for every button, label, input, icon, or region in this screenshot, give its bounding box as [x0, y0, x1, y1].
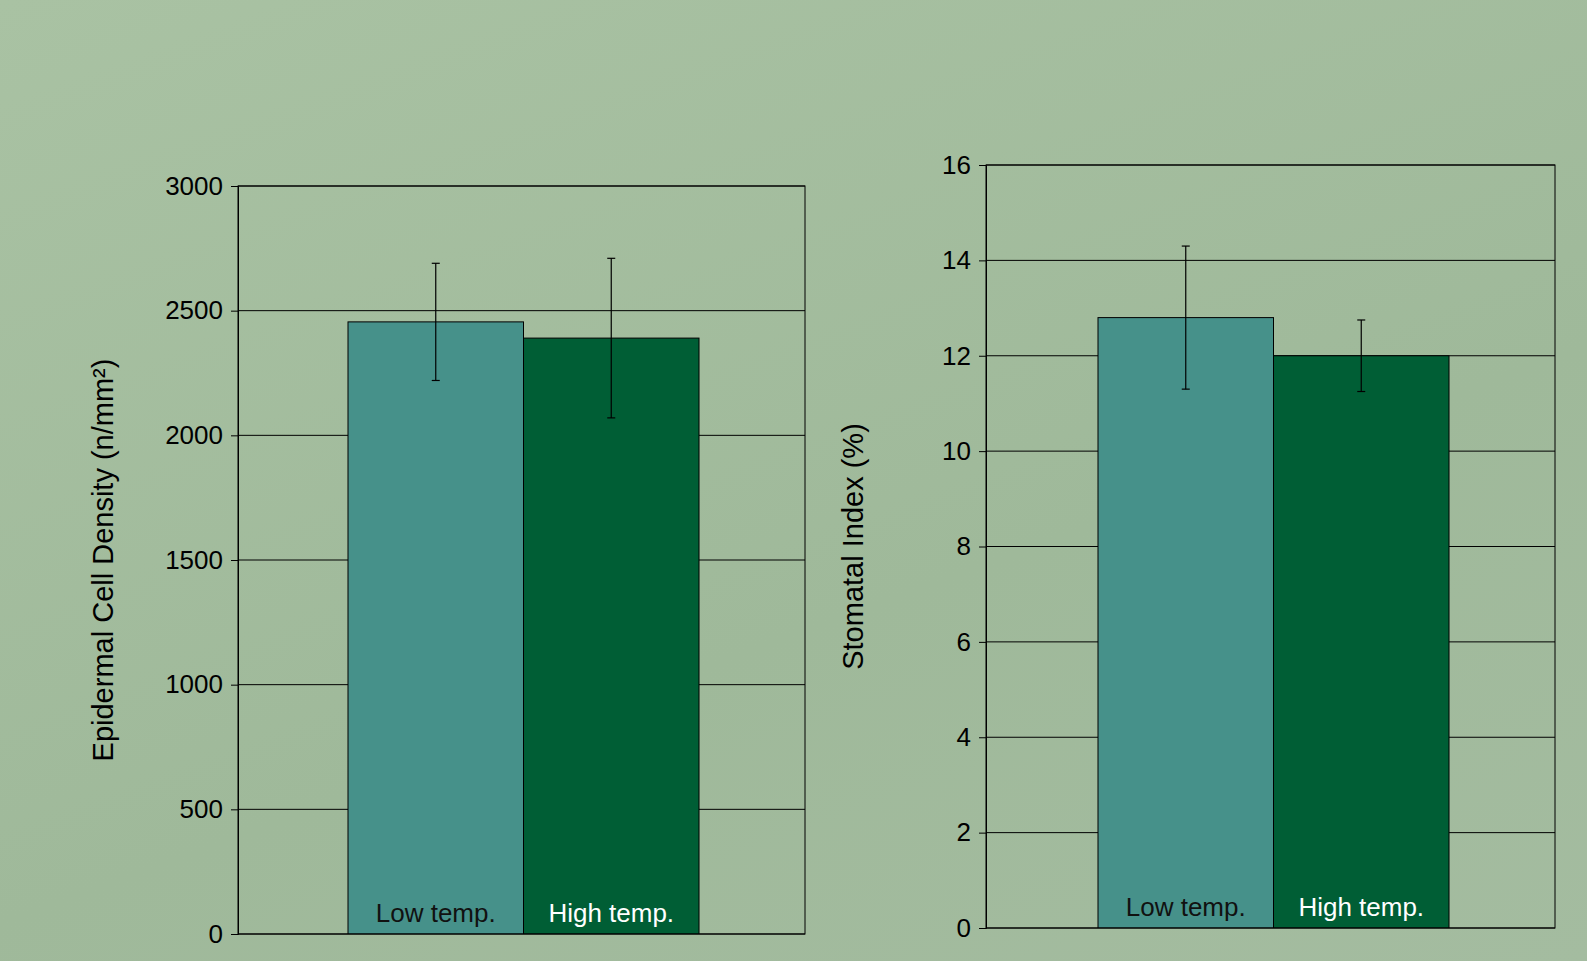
tick-mark [979, 356, 986, 357]
tick-mark [979, 642, 986, 643]
grid-line [238, 310, 805, 311]
plot-frame [986, 165, 1555, 928]
error-bar [607, 258, 615, 418]
category-labels: Low temp. High temp. [1126, 892, 1424, 922]
tick-label: 500 [180, 794, 223, 824]
tick-mark [231, 435, 238, 436]
axis-line [231, 187, 239, 935]
tick-mark [979, 547, 986, 548]
plot-frame [238, 186, 805, 934]
tick-label: 12 [942, 341, 971, 371]
tick: 2 [957, 817, 986, 847]
error-bar [1357, 320, 1365, 392]
tick-label: 16 [942, 150, 971, 180]
y-axis: 0 500 1000 1500 2000 2500 3000 [165, 171, 238, 949]
error-bar [1182, 246, 1190, 389]
bars [1098, 246, 1449, 928]
tick: 8 [957, 531, 986, 561]
tick: 2500 [165, 295, 238, 325]
category-labels: Low temp. High temp. [376, 898, 674, 928]
tick: 2000 [165, 420, 238, 450]
bars [348, 258, 699, 934]
tick-label: 2500 [165, 295, 223, 325]
grid-line [986, 260, 1555, 261]
tick: 1500 [165, 545, 238, 575]
error-cap [607, 417, 615, 418]
tick-mark [231, 311, 238, 312]
chart-panel: 0 2 4 6 8 10 12 14 16 Low temp. High temp. [942, 150, 1555, 943]
bar [1098, 318, 1274, 928]
tick: 12 [942, 341, 986, 371]
tick: 0 [209, 919, 238, 949]
axis-title: Stomatal Index (%) [837, 423, 869, 670]
axis-title: Epidermal Cell Density (n/mm²) [87, 359, 119, 762]
axis-line [979, 166, 987, 929]
tick-label: 2000 [165, 420, 223, 450]
tick: 4 [957, 722, 986, 752]
tick: 1000 [165, 669, 238, 699]
error-cap [432, 380, 440, 381]
error-stem [435, 263, 436, 380]
tick: 16 [942, 150, 986, 180]
tick-label: 2 [957, 817, 971, 847]
error-stem [1185, 246, 1186, 389]
tick: 500 [180, 794, 238, 824]
tick-label: 0 [957, 913, 971, 943]
error-cap [1357, 391, 1365, 392]
tick-label: 1500 [165, 545, 223, 575]
bar [524, 338, 700, 934]
tick-label: 14 [942, 245, 971, 275]
error-bar [432, 263, 440, 380]
bar [348, 322, 524, 934]
tick-mark [231, 934, 238, 935]
error-cap [1357, 319, 1365, 320]
error-cap [607, 258, 615, 259]
tick-mark [231, 186, 238, 187]
tick-mark [979, 833, 986, 834]
tick-mark [979, 451, 986, 452]
grid [238, 186, 805, 934]
tick-label: 4 [957, 722, 971, 752]
error-stem [1361, 320, 1362, 392]
tick-mark [231, 560, 238, 561]
chart-panel: 0 500 1000 1500 2000 2500 3000 Low temp. High te… [165, 171, 805, 949]
tick-label: 8 [957, 531, 971, 561]
tick: 14 [942, 245, 986, 275]
tick-mark [979, 165, 986, 166]
tick-mark [231, 685, 238, 686]
tick-label: 1000 [165, 669, 223, 699]
tick: 10 [942, 436, 986, 466]
tick-label: 0 [209, 919, 223, 949]
error-cap [1182, 245, 1190, 246]
tick-mark [231, 809, 238, 810]
bar [1274, 356, 1450, 928]
tick-label: 3000 [165, 171, 223, 201]
tick-mark [979, 737, 986, 738]
tick-mark [979, 260, 986, 261]
category-label: Low temp. [1126, 892, 1246, 922]
tick: 3000 [165, 171, 238, 201]
category-label: High temp. [1298, 892, 1424, 922]
category-label: High temp. [548, 898, 674, 928]
tick: 0 [957, 913, 986, 943]
tick-mark [979, 928, 986, 929]
grid [986, 165, 1555, 928]
error-cap [1182, 389, 1190, 390]
tick: 6 [957, 627, 986, 657]
y-axis: 0 2 4 6 8 10 12 14 16 [942, 150, 986, 943]
tick-label: 10 [942, 436, 971, 466]
tick-label: 6 [957, 627, 971, 657]
category-label: Low temp. [376, 898, 496, 928]
error-stem [611, 258, 612, 418]
error-cap [432, 263, 440, 264]
